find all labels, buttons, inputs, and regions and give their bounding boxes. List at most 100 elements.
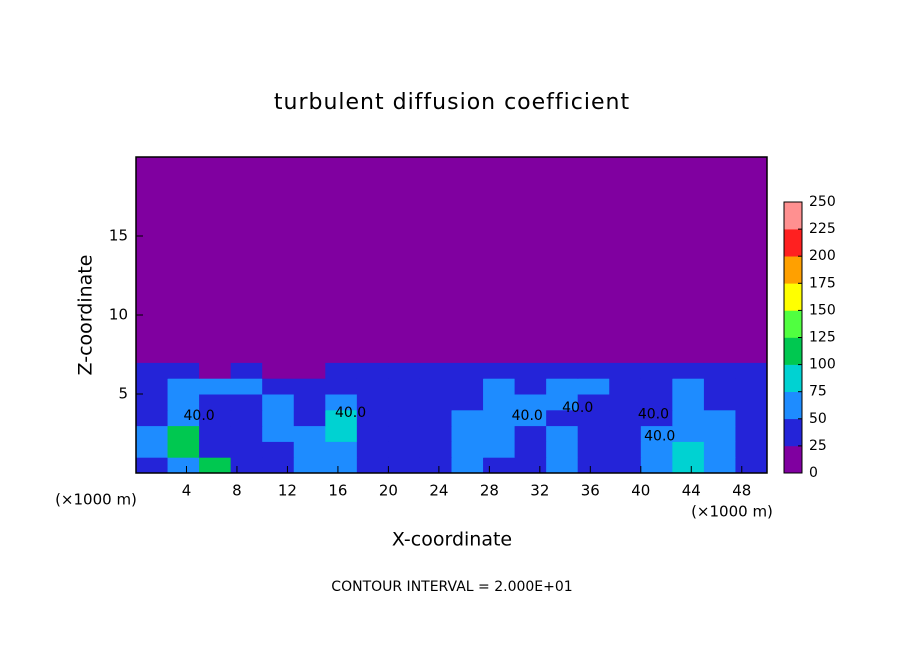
- heat-cell: [546, 457, 579, 474]
- heat-cell: [483, 457, 516, 474]
- heat-cell: [136, 157, 169, 363]
- x-tick-label: 40: [631, 482, 650, 500]
- heat-cell: [199, 457, 232, 474]
- heat-cell: [514, 157, 547, 363]
- heat-cell: [546, 362, 579, 379]
- heat-cell: [356, 378, 389, 395]
- heat-cell: [230, 457, 263, 474]
- heat-cell: [672, 441, 705, 458]
- heat-cell: [577, 157, 610, 363]
- heat-cell: [577, 362, 610, 379]
- heat-cell: [136, 394, 169, 411]
- colorbar-tick-label: 50: [809, 411, 827, 427]
- heat-cell: [230, 394, 263, 411]
- heat-cell: [419, 378, 452, 395]
- heat-cell: [167, 378, 200, 395]
- heat-cell: [230, 157, 263, 363]
- heat-cell: [167, 409, 200, 427]
- heat-cell: [483, 409, 516, 427]
- heat-cell: [356, 425, 389, 442]
- heat-cell: [199, 157, 232, 363]
- heat-cell: [388, 425, 421, 442]
- contour-label: 40.0: [335, 405, 366, 421]
- heat-cell: [167, 394, 200, 411]
- colorbar-tick-label: 100: [809, 357, 836, 373]
- heat-cell: [388, 394, 421, 411]
- heat-cell: [703, 157, 736, 363]
- heat-cell: [325, 409, 358, 427]
- heat-cell: [419, 362, 452, 379]
- colorbar-tick-label: 125: [809, 330, 836, 346]
- heat-cell: [230, 362, 263, 379]
- colorbar-swatch: [784, 202, 802, 230]
- contour-label: 40.0: [644, 429, 675, 445]
- heat-cell: [419, 157, 452, 363]
- heat-cell: [703, 441, 736, 458]
- colorbar-tick-label: 175: [809, 275, 836, 291]
- heat-cell: [419, 441, 452, 458]
- heat-cell: [262, 457, 295, 474]
- heat-cell: [735, 409, 768, 427]
- heat-cell: [199, 362, 232, 379]
- heat-cell: [388, 157, 421, 363]
- heat-cell: [672, 157, 705, 363]
- heat-cell: [325, 425, 358, 442]
- heat-cell: [514, 394, 547, 411]
- heat-cell: [262, 378, 295, 395]
- heat-cell: [262, 362, 295, 379]
- heat-cell: [514, 457, 547, 474]
- heat-cell: [672, 378, 705, 395]
- colorbar-swatch: [784, 283, 802, 311]
- heat-cell: [609, 441, 642, 458]
- heat-cell: [262, 409, 295, 427]
- colorbar-swatch: [784, 310, 802, 338]
- heat-cell: [640, 457, 673, 474]
- heat-cell: [419, 457, 452, 474]
- heat-cell: [640, 157, 673, 363]
- heat-cell: [735, 457, 768, 474]
- heat-cell: [388, 378, 421, 395]
- heat-cell: [703, 394, 736, 411]
- heat-cell: [735, 362, 768, 379]
- x-tick-label: 44: [682, 482, 701, 500]
- heat-cell: [735, 394, 768, 411]
- heat-cell: [136, 425, 169, 442]
- heat-cell: [703, 457, 736, 474]
- heat-cell: [577, 409, 610, 427]
- x-tick-label: 8: [232, 482, 242, 500]
- colorbar-tick-label: 225: [809, 221, 836, 237]
- heat-cell: [199, 441, 232, 458]
- heat-cell: [483, 362, 516, 379]
- heat-cell: [640, 378, 673, 395]
- heat-cell: [451, 441, 484, 458]
- heat-cell: [419, 425, 452, 442]
- heat-cell: [514, 425, 547, 442]
- x-tick-label: 32: [530, 482, 549, 500]
- x-axis-label: X-coordinate: [392, 529, 512, 551]
- x-tick-label: 28: [480, 482, 499, 500]
- heat-cell: [609, 394, 642, 411]
- heat-cell: [672, 394, 705, 411]
- heat-cell: [451, 378, 484, 395]
- heat-cell: [199, 409, 232, 427]
- x-tick-label: 16: [328, 482, 347, 500]
- heat-cell: [483, 441, 516, 458]
- heat-cell: [735, 425, 768, 442]
- heat-cell: [262, 394, 295, 411]
- heat-cell: [262, 441, 295, 458]
- colorbar-tick-label: 200: [809, 248, 836, 264]
- heat-cell: [577, 378, 610, 395]
- heat-cell: [640, 394, 673, 411]
- heat-cell: [735, 378, 768, 395]
- heat-cell: [451, 409, 484, 427]
- heat-cell: [483, 378, 516, 395]
- y-tick-label: 10: [109, 306, 128, 324]
- heat-cell: [325, 157, 358, 363]
- heat-cell: [672, 409, 705, 427]
- heat-cell: [546, 157, 579, 363]
- heat-cell: [356, 394, 389, 411]
- heat-cell: [167, 157, 200, 363]
- heat-cell: [262, 157, 295, 363]
